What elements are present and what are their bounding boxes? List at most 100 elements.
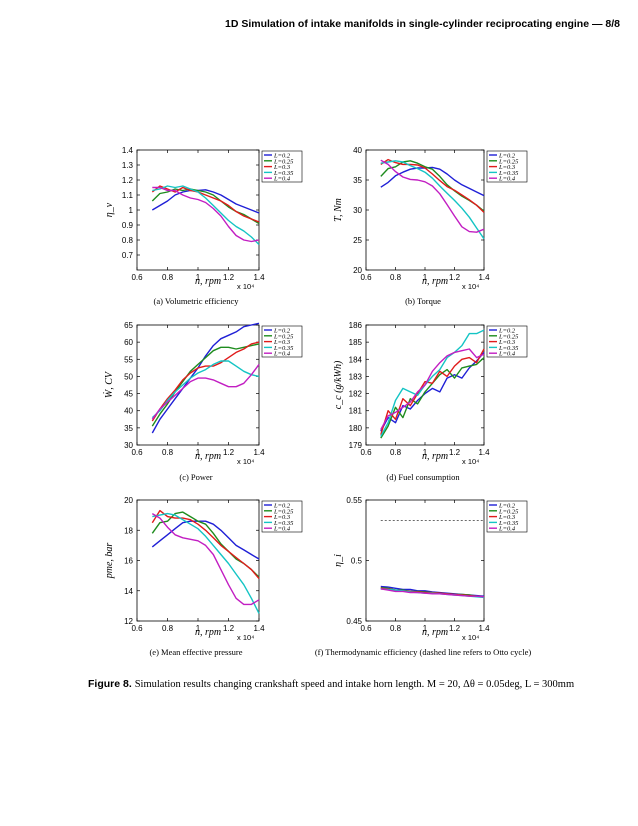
x-tick-label: 0.6: [131, 624, 143, 633]
legend: L=0.2L=0.25L=0.3L=0.35L=0.4: [486, 150, 528, 183]
series-line-L-0-35: [380, 160, 485, 240]
y-tick-label: 1.4: [122, 146, 134, 155]
y-tick-label: 55: [124, 355, 133, 364]
x-tick-label: 0.8: [390, 448, 402, 457]
x-tick-label: 1.4: [253, 273, 265, 282]
legend: L=0.2L=0.25L=0.3L=0.35L=0.4: [486, 325, 528, 358]
y-tick-label: 25: [353, 236, 362, 245]
chart-panel-3: 30 35 40 45 50 55 60 65 0.6 0.8 1 1.2 1.4x 10⁴ n, rpm…: [103, 321, 303, 482]
y-tick-label: 16: [124, 557, 133, 566]
legend-entry: L=0.4: [498, 176, 516, 183]
series-line-L-0-4: [151, 512, 260, 606]
plot-frame: [136, 149, 260, 271]
legend-entry: L=0.4: [273, 526, 291, 533]
series-line-L-0-35: [151, 360, 260, 419]
x-axis-label: n, rpm: [422, 451, 448, 462]
chart-panel-1: 0.70.80.911.11.21.31.40.6 0.8 1 1.2 1.4x 10⁴…: [104, 146, 303, 306]
x-multiplier: x 10⁴: [462, 282, 479, 291]
series-line-L-0-2: [151, 322, 260, 434]
y-tick-label: 0.9: [122, 221, 134, 230]
x-tick-label: 0.6: [360, 273, 372, 282]
legend-entry: L=0.25: [498, 158, 519, 165]
legend-entry: L=0.3: [273, 514, 291, 521]
series-line-L-0-35: [152, 512, 260, 614]
y-tick-label: 180: [349, 424, 363, 433]
subfigure-caption: (a) Volumetric efficiency: [154, 296, 240, 306]
series-line-L-0-4: [380, 348, 485, 430]
x-axis-label: n, rpm: [195, 451, 221, 462]
x-tick-label: 0.8: [162, 624, 174, 633]
legend-entry: L=0.2: [273, 328, 291, 335]
series-line-L-0-3: [151, 509, 260, 580]
x-tick-label: 0.6: [131, 273, 143, 282]
y-tick-label: 45: [124, 390, 133, 399]
y-axis-label: η_v: [104, 202, 115, 217]
y-tick-label: 183: [349, 372, 363, 381]
figure-label: Figure 8.: [88, 678, 132, 690]
series-line-L-0-2: [380, 166, 485, 197]
y-tick-label: 60: [124, 338, 133, 347]
x-axis-label: n, rpm: [195, 276, 221, 287]
y-tick-label: 1: [129, 206, 134, 215]
legend-entry: L=0.3: [273, 339, 291, 346]
x-multiplier: x 10⁴: [237, 282, 254, 291]
x-tick-label: 1.4: [478, 273, 490, 282]
y-tick-label: 20: [124, 496, 133, 505]
legend-entry: L=0.35: [273, 345, 294, 352]
y-tick-label: 0.7: [122, 251, 134, 260]
legend-entry: L=0.2: [498, 328, 516, 335]
series-line-L-0-4: [152, 186, 260, 243]
y-tick-label: 35: [124, 424, 133, 433]
x-tick-label: 1: [196, 624, 201, 633]
plot-frame: [365, 499, 485, 622]
y-tick-label: 65: [124, 321, 133, 330]
y-tick-label: 186: [349, 321, 363, 330]
legend-entry: L=0.3: [498, 339, 516, 346]
x-tick-label: 0.6: [360, 624, 372, 633]
y-tick-label: 40: [353, 146, 362, 155]
series-line-L-0-3: [151, 341, 260, 422]
series-line-L-0-3: [380, 348, 485, 435]
x-tick-label: 1.2: [449, 273, 461, 282]
legend-entry: L=0.3: [498, 164, 516, 171]
x-tick-label: 0.8: [390, 624, 402, 633]
series-line-L-0-2: [380, 351, 485, 432]
y-tick-label: 50: [124, 372, 133, 381]
y-axis-label: pme, bar: [104, 543, 115, 580]
y-tick-label: 14: [124, 587, 133, 596]
series-line-L-0-35: [152, 185, 260, 245]
running-head: 1D Simulation of intake manifolds in sin…: [225, 18, 620, 30]
x-tick-label: 0.8: [390, 273, 402, 282]
x-tick-label: 0.8: [162, 448, 174, 457]
legend-entry: L=0.25: [498, 333, 519, 340]
x-tick-label: 1: [423, 448, 428, 457]
x-tick-label: 1.2: [449, 448, 461, 457]
subfigure-caption: (c) Power: [179, 472, 212, 482]
x-tick-label: 0.6: [360, 448, 372, 457]
legend: L=0.2L=0.25L=0.3L=0.35L=0.4: [261, 500, 303, 533]
y-axis-label: c_c (g/kWh): [333, 360, 344, 409]
x-tick-label: 1: [423, 624, 428, 633]
x-tick-label: 1.2: [449, 624, 461, 633]
y-tick-label: 1.2: [122, 176, 134, 185]
x-axis-label: n, rpm: [195, 627, 221, 638]
x-multiplier: x 10⁴: [237, 457, 254, 466]
y-axis-label: η_i: [333, 554, 344, 567]
x-multiplier: x 10⁴: [237, 633, 254, 642]
y-tick-label: 182: [349, 390, 363, 399]
y-tick-label: 12: [124, 617, 133, 626]
series-line-L-0-4: [151, 363, 260, 420]
y-tick-label: 181: [349, 407, 363, 416]
x-tick-label: 1: [423, 273, 428, 282]
y-tick-label: 0.55: [346, 496, 362, 505]
series-line-L-0-2: [151, 189, 260, 214]
legend-entry: L=0.35: [273, 520, 294, 527]
x-tick-label: 1.2: [223, 624, 235, 633]
x-tick-label: 1.4: [478, 448, 490, 457]
series-line-L-0-3: [380, 158, 485, 213]
legend-entry: L=0.4: [273, 176, 291, 183]
legend-entry: L=0.35: [498, 345, 519, 352]
x-tick-label: 1: [196, 273, 201, 282]
y-tick-label: 18: [124, 526, 133, 535]
